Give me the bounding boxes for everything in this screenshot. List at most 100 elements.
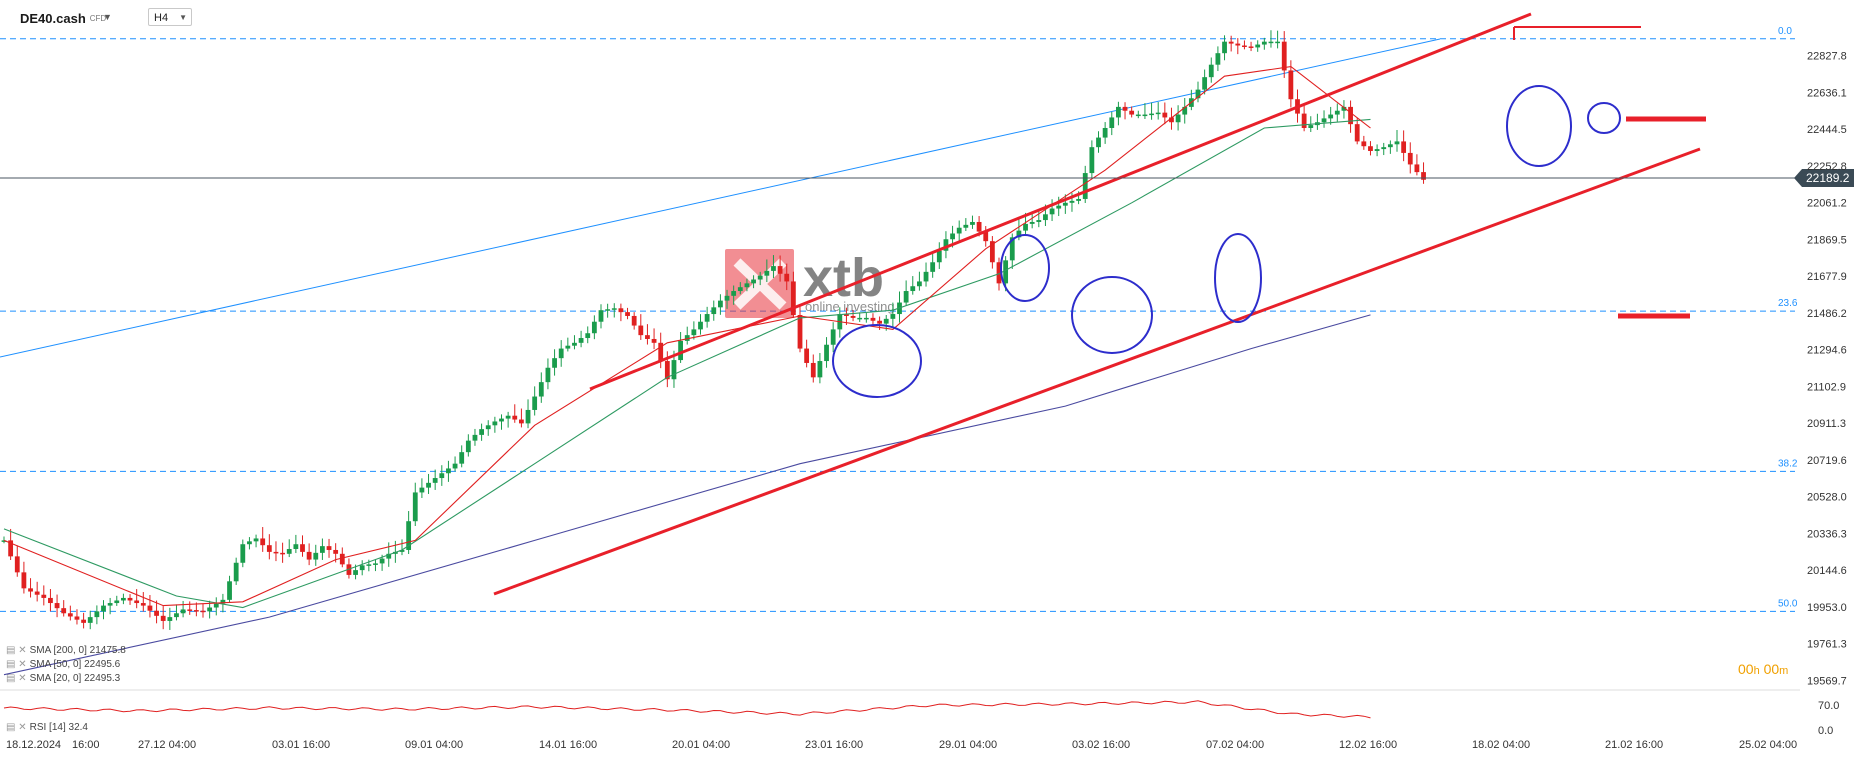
y-tick-label: 22636.1 (1807, 87, 1847, 99)
candle-body (1202, 77, 1208, 90)
x-tick-label: 18.02 04:00 (1472, 739, 1530, 751)
candle-body (943, 239, 949, 251)
candle-body (804, 348, 810, 363)
candle-body (718, 300, 723, 308)
candle-body (213, 603, 219, 608)
candle-body (479, 429, 484, 435)
candle-body (107, 603, 113, 606)
candle-body (1036, 220, 1042, 222)
candle-body (538, 382, 544, 397)
candle-body (386, 553, 392, 559)
candle-body (1255, 44, 1261, 48)
candle-body (320, 546, 325, 553)
candle-body (1009, 237, 1015, 261)
candle-body (1102, 127, 1108, 138)
candle-body (1348, 106, 1353, 125)
x-tick-label: 16:00 (72, 739, 100, 751)
candle-body (976, 221, 982, 232)
candle-body (452, 463, 458, 469)
candle-body (1368, 146, 1373, 152)
candle-body (121, 597, 126, 601)
candle-body (910, 286, 916, 292)
x-tick-label: 23.01 16:00 (805, 739, 863, 751)
candle-body (923, 271, 929, 282)
candle-body (989, 241, 995, 263)
indicator-settings-icon[interactable]: ▤ ✕ (6, 645, 27, 656)
candle-body (625, 312, 630, 316)
candle-body (67, 613, 73, 617)
indicator-settings-icon[interactable]: ▤ ✕ (6, 722, 27, 733)
candle-body (472, 434, 478, 441)
indicator-settings-icon[interactable]: ▤ ✕ (6, 659, 27, 670)
legend-sma20[interactable]: ▤ ✕ SMA [20, 0] 22495.3 (6, 673, 120, 684)
candle-body (1122, 106, 1128, 111)
candle-body (1308, 125, 1314, 128)
x-tick-label: 03.02 16:00 (1072, 739, 1130, 751)
candle-body (180, 609, 186, 614)
candle-body (744, 283, 750, 288)
candle-body (94, 611, 100, 618)
candle-body (1003, 260, 1009, 284)
legend-sma50[interactable]: ▤ ✕ SMA [50, 0] 22495.6 (6, 659, 120, 670)
candle-body (247, 541, 252, 545)
candle-body (585, 333, 591, 339)
candle-body (134, 600, 140, 604)
legend-sma200[interactable]: ▤ ✕ SMA [200, 0] 21475.8 (6, 645, 126, 656)
annotation-circle-5 (1506, 85, 1572, 167)
symbol-name[interactable]: DE40.cash CFD (20, 11, 106, 26)
y-tick-label: 20911.3 (1807, 418, 1846, 430)
candle-body (34, 591, 40, 595)
candle-body (306, 551, 312, 560)
annotation-circle-2 (1000, 234, 1050, 302)
candle-body (1016, 230, 1022, 238)
y-tick-label: 21677.9 (1807, 271, 1847, 283)
candle-body (366, 564, 372, 566)
candle-body (1155, 112, 1161, 115)
y-tick-label: 19569.7 (1807, 675, 1847, 687)
y-tick-label: 19761.3 (1807, 639, 1847, 651)
candle-body (850, 315, 856, 318)
candle-body (193, 610, 199, 612)
legend-sma20-value: 22495.3 (84, 673, 121, 684)
candle-body (1334, 110, 1340, 115)
candle-body (1182, 106, 1188, 115)
chevron-down-icon[interactable]: ▼ (103, 12, 112, 22)
candle-body (1142, 114, 1148, 117)
countdown-hours: 00 (1738, 661, 1754, 677)
candle-body (883, 318, 889, 324)
candle-body (266, 545, 272, 552)
y-tick-label: 21869.5 (1807, 234, 1847, 246)
sma50-line (3, 118, 1371, 609)
candle-body (771, 266, 776, 271)
timeframe-select[interactable]: H4 ▼ (148, 8, 192, 26)
candle-body (373, 563, 378, 565)
candle-body (1394, 141, 1400, 145)
candle-body (333, 549, 339, 554)
legend-rsi[interactable]: ▤ ✕ RSI [14] 32.4 (6, 722, 88, 733)
candle-body (963, 224, 969, 228)
candle-body (140, 603, 146, 606)
candle-body (651, 338, 657, 343)
fib-label-23.6: 23.6 (1778, 298, 1798, 309)
chevron-down-icon: ▼ (179, 13, 187, 22)
candle-body (167, 617, 173, 621)
candle-body (1421, 172, 1426, 180)
candle-body (207, 607, 213, 612)
candle-body (499, 418, 504, 422)
candle-body (1328, 114, 1334, 119)
x-tick-label: 09.01 04:00 (405, 739, 463, 751)
candle-body (1275, 41, 1280, 44)
rsi-line (3, 700, 1371, 719)
candle-body (704, 314, 710, 322)
candle-body (326, 546, 332, 550)
indicator-settings-icon[interactable]: ▤ ✕ (6, 673, 27, 684)
x-tick-label: 20.01 04:00 (672, 739, 730, 751)
candle-body (439, 473, 445, 479)
candle-body (353, 570, 358, 575)
annotation-circle-3 (1071, 276, 1153, 354)
candle-body (1062, 202, 1068, 206)
candle-body (684, 335, 690, 341)
candle-body (591, 321, 597, 334)
